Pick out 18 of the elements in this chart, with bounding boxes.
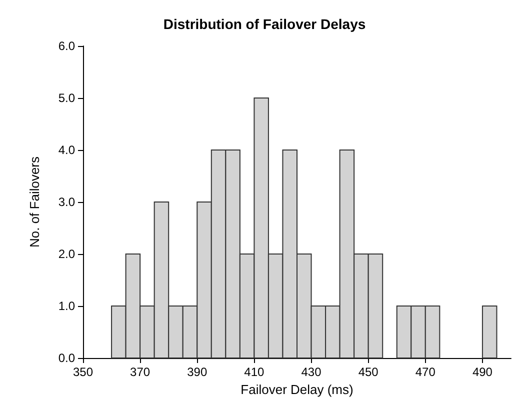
y-tick-label: 5.0 — [58, 91, 76, 105]
y-tick-label: 6.0 — [58, 39, 76, 53]
x-axis-title: Failover Delay (ms) — [240, 382, 354, 397]
y-axis-title: No. of Failovers — [27, 156, 42, 248]
y-tick-label: 3.0 — [58, 195, 76, 209]
y-tick-label: 2.0 — [58, 247, 76, 261]
y-tick-label: 0.0 — [58, 351, 76, 365]
x-tick-label: 390 — [187, 365, 208, 379]
x-tick-label: 450 — [358, 365, 379, 379]
x-tick-label: 350 — [72, 365, 94, 379]
x-tick-label: 410 — [244, 365, 265, 379]
x-tick-label: 470 — [415, 365, 436, 379]
x-tick-label: 490 — [472, 365, 493, 379]
x-tick-label: 430 — [301, 365, 322, 379]
y-tick-label: 1.0 — [58, 299, 76, 313]
x-tick-label: 370 — [130, 365, 150, 379]
chart-title: Distribution of Failover Delays — [163, 16, 366, 32]
y-tick-label: 4.0 — [58, 143, 76, 157]
